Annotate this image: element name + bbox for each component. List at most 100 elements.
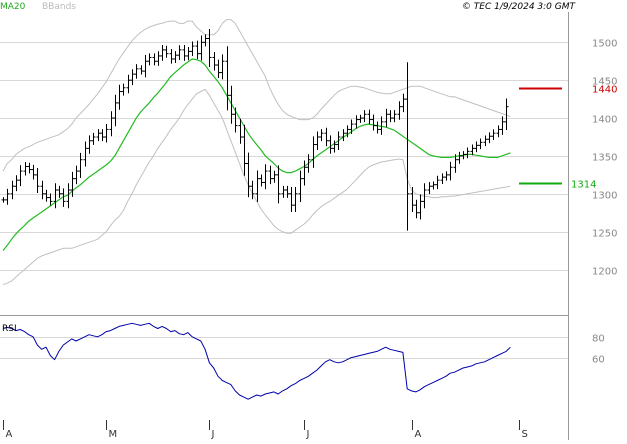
ohlc-bar [147, 53, 152, 66]
legend-bbands: BBands [42, 2, 76, 12]
ohlc-bar [474, 141, 479, 153]
ohlc-bar [246, 152, 251, 198]
ohlc-bar [255, 170, 260, 202]
ohlc-bar [220, 54, 225, 80]
ohlc-bar [164, 45, 169, 58]
ohlc-bar [315, 131, 320, 151]
ohlc-bar [53, 183, 58, 209]
ohlc-bar [362, 110, 367, 123]
ohlc-bar [173, 51, 178, 64]
ohlc-bar [465, 147, 470, 159]
rsi-line [2, 322, 511, 400]
ohlc-bar [341, 129, 346, 142]
moving-average [2, 58, 511, 251]
ohlc-bar [143, 54, 148, 78]
ohlc-bar [483, 135, 488, 147]
price-tick-label: 1250 [592, 229, 617, 240]
support-label: 1314 [571, 180, 596, 191]
ohlc-bar [203, 34, 208, 47]
ohlc-bar [332, 140, 337, 153]
ohlc-bar [281, 185, 286, 198]
ohlc-bar [401, 93, 406, 113]
legend-ma20: MA20 [0, 2, 26, 12]
ohlc-bar [491, 129, 496, 141]
ohlc-bar [104, 123, 109, 143]
ohlc-bar [354, 115, 359, 129]
ohlc-bar [169, 49, 174, 64]
ohlc-bar [31, 164, 36, 180]
ohlc-bar [61, 188, 66, 207]
ohlc-bar [207, 28, 212, 67]
ohlc-bar [126, 74, 131, 94]
ohlc-bar [358, 114, 363, 123]
price-y-axis: 1200 1250 1300 1350 1400 1450 1500 [592, 39, 617, 278]
indicator-y-axis: 80 60 [592, 334, 605, 366]
ohlc-bar [10, 180, 15, 200]
ohlc-bar [216, 59, 221, 79]
ohlc-bar [397, 101, 402, 120]
ohlc-bar [410, 186, 415, 212]
ohlc-bar [272, 170, 277, 183]
price-tick-label: 1500 [592, 39, 617, 50]
ohlc-bar [263, 164, 268, 190]
ohlc-bar [35, 168, 40, 194]
ohlc-bar [375, 121, 380, 134]
ohlc-bar [504, 98, 509, 131]
ohlc-bar [276, 165, 281, 204]
ohlc-bar [225, 46, 230, 111]
ohlc-bar [487, 132, 492, 144]
ohlc-bar [152, 53, 157, 66]
ohlc-bar [319, 129, 324, 142]
price-tick-label: 1300 [592, 191, 617, 202]
ohlc-bar [199, 35, 204, 61]
ohlc-bar [109, 111, 114, 137]
ohlc-bar [14, 175, 19, 192]
ohlc-bar [311, 136, 316, 168]
ohlc-bar [371, 114, 376, 131]
ohlc-bar [134, 64, 139, 79]
ohlc-bar [302, 160, 307, 186]
ohlc-bar [298, 170, 303, 202]
ohlc-bar [177, 45, 182, 60]
x-tick-label: J [306, 429, 310, 440]
ohlc-bar [78, 152, 83, 178]
ohlc-bar [57, 185, 62, 198]
ohlc-bar [349, 119, 354, 135]
ohlc-bar [435, 175, 440, 190]
x-tick-label: A [415, 429, 422, 440]
ohlc-bar [121, 83, 126, 96]
ohlc-bar [5, 188, 10, 205]
bband-lower-line [2, 88, 511, 286]
ohlc-bar [285, 185, 290, 198]
ohlc-bar [405, 62, 410, 231]
ohlc-bar [306, 154, 311, 173]
ohlc-bar [242, 124, 247, 176]
ohlc-bar [83, 141, 88, 167]
rsi-line-path [2, 322, 511, 400]
x-tick-label: M [109, 429, 118, 440]
ohlc-bar [293, 186, 298, 212]
x-tick-label: A [6, 429, 13, 440]
ma20-line [2, 58, 511, 251]
x-tick-label: S [522, 429, 528, 440]
ohlc-bar [453, 154, 458, 173]
ohlc-bar [233, 107, 238, 133]
ohlc-bar [384, 108, 389, 128]
ohlc-bar [190, 41, 195, 57]
ohlc-bar [70, 171, 75, 197]
ohlc-bar [388, 110, 393, 123]
ohlc-bar [113, 94, 118, 127]
indicator-tick-label: 60 [592, 355, 605, 366]
ohlc-bar [66, 183, 71, 209]
ohlc-bar [229, 85, 234, 124]
ohlc-bar [44, 189, 49, 202]
ohlc-bar [422, 183, 427, 209]
ohlc-bar [431, 181, 436, 190]
ohlc-bar [250, 180, 255, 200]
ohlc-bar [1, 197, 6, 203]
ohlc-bar [18, 165, 23, 187]
ohlc-bar [91, 132, 96, 145]
